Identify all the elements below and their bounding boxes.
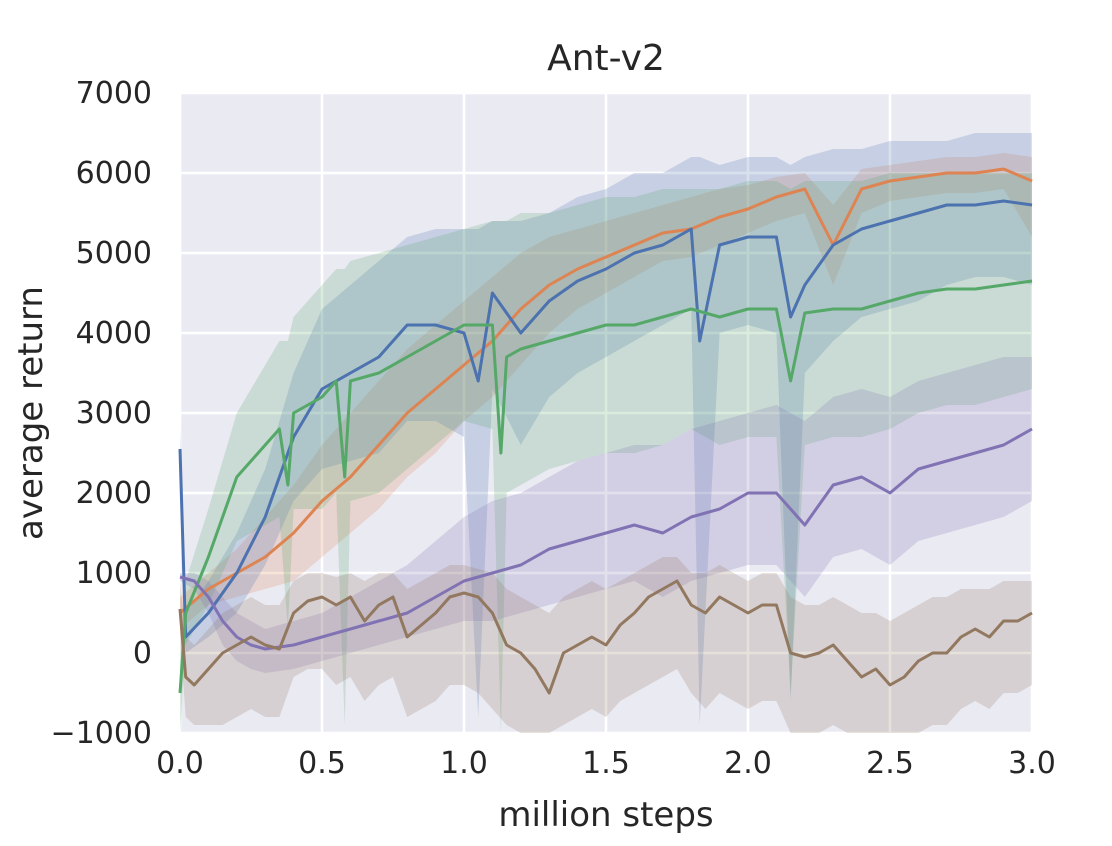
- series-4-line: [178, 579, 1033, 695]
- series-2-line: [178, 279, 1033, 694]
- series-lines: [178, 167, 1033, 695]
- y-tick-label: 0: [133, 636, 152, 671]
- x-tick-label: 2.5: [866, 746, 914, 781]
- series-0-band: [180, 153, 1032, 629]
- x-tick-label: 0.0: [156, 746, 204, 781]
- x-tick-label: 0.5: [298, 746, 346, 781]
- series-2-band: [180, 173, 1032, 733]
- series-1-line: [178, 199, 1033, 639]
- x-tick-label: 1.5: [582, 746, 630, 781]
- chart-title: Ant-v2: [547, 38, 665, 79]
- y-tick-label: 5000: [76, 236, 152, 271]
- y-tick-label: −1000: [51, 716, 152, 751]
- tick-labels: 0.0 0.5 1.0 1.5 2.0 2.5 3.0 7000 6000 5000 4000 300…: [51, 76, 1056, 781]
- series-0-line: [179, 167, 1033, 615]
- x-axis-label: million steps: [498, 795, 713, 835]
- y-tick-label: 6000: [76, 156, 152, 191]
- y-axis-label: average return: [11, 286, 51, 540]
- x-tick-label: 3.0: [1008, 746, 1056, 781]
- grid: [178, 91, 1034, 735]
- y-tick-label: 1000: [76, 556, 152, 591]
- series-1-band: [180, 133, 1032, 725]
- series-3-band: [180, 357, 1032, 673]
- y-tick-label: 4000: [76, 316, 152, 351]
- x-tick-label: 2.0: [724, 746, 772, 781]
- series-3-line: [179, 427, 1033, 651]
- y-tick-label: 2000: [76, 476, 152, 511]
- y-tick-label: 3000: [76, 396, 152, 431]
- x-tick-label: 1.0: [440, 746, 488, 781]
- y-tick-label: 7000: [76, 76, 152, 111]
